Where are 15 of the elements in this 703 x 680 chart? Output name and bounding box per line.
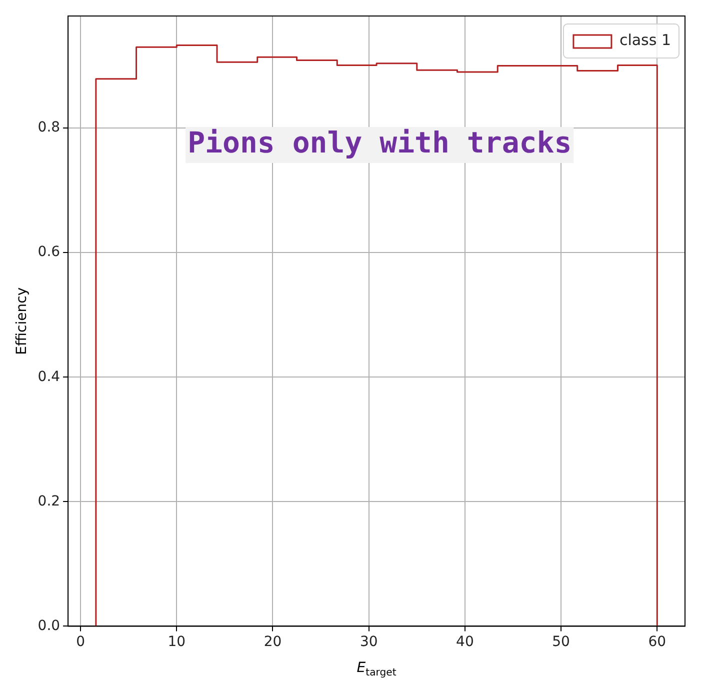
y-tick-label: 0.0 (38, 618, 60, 634)
y-tick-label: 0.6 (38, 244, 60, 260)
x-tick-label: 50 (552, 634, 570, 650)
legend-label: class 1 (619, 30, 672, 49)
y-tick-label: 0.8 (38, 120, 60, 136)
y-axis-title: Efficiency (14, 287, 30, 355)
y-tick-label: 0.2 (38, 493, 60, 510)
y-tick-label: 0.4 (38, 368, 60, 385)
x-tick-label: 60 (648, 634, 666, 650)
x-tick-label: 20 (264, 634, 282, 650)
annotation: Pions only with tracks (188, 126, 572, 160)
x-tick-label: 0 (76, 634, 86, 650)
x-tick-label: 10 (168, 634, 186, 650)
x-tick-label: 30 (360, 634, 378, 650)
x-tick-label: 40 (456, 634, 474, 650)
